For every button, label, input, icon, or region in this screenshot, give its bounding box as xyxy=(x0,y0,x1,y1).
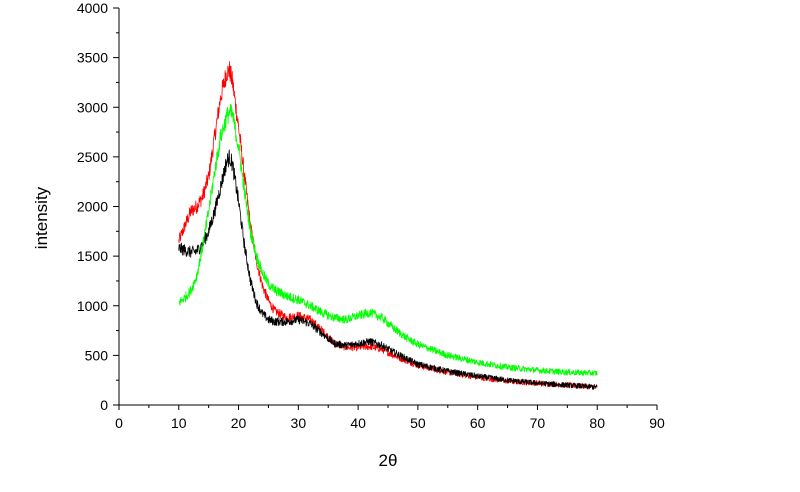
x-tick-label: 30 xyxy=(291,415,307,431)
y-tick-label: 3500 xyxy=(77,50,108,66)
x-tick-label: 70 xyxy=(530,415,546,431)
series-layer xyxy=(178,61,598,390)
series-line-3 xyxy=(178,103,598,377)
y-tick-label: 500 xyxy=(85,347,109,363)
x-tick-label: 80 xyxy=(589,415,605,431)
x-axis-title: 2θ xyxy=(379,451,398,470)
x-tick-label: 0 xyxy=(115,415,123,431)
x-tick-label: 90 xyxy=(649,415,665,431)
y-tick-label: 3000 xyxy=(77,99,108,115)
x-tick-label: 60 xyxy=(470,415,486,431)
x-tick-label: 40 xyxy=(350,415,366,431)
y-tick-label: 2500 xyxy=(77,149,108,165)
y-axis-title: intensity xyxy=(32,186,51,249)
y-tick-label: 0 xyxy=(100,397,108,413)
axes-layer xyxy=(118,8,657,406)
x-tick-label: 50 xyxy=(410,415,426,431)
y-tick-label: 2000 xyxy=(77,199,108,215)
y-tick-label: 4000 xyxy=(77,0,108,16)
series-line-2 xyxy=(178,149,598,390)
y-tick-label: 1500 xyxy=(77,248,108,264)
ticks-layer: 0 10 20 30 40 50 60 70 80 90 0 500 1000 1500 2000 2500 3… xyxy=(77,0,665,431)
x-tick-label: 20 xyxy=(231,415,247,431)
y-tick-label: 1000 xyxy=(77,298,108,314)
x-tick-label: 10 xyxy=(171,415,187,431)
